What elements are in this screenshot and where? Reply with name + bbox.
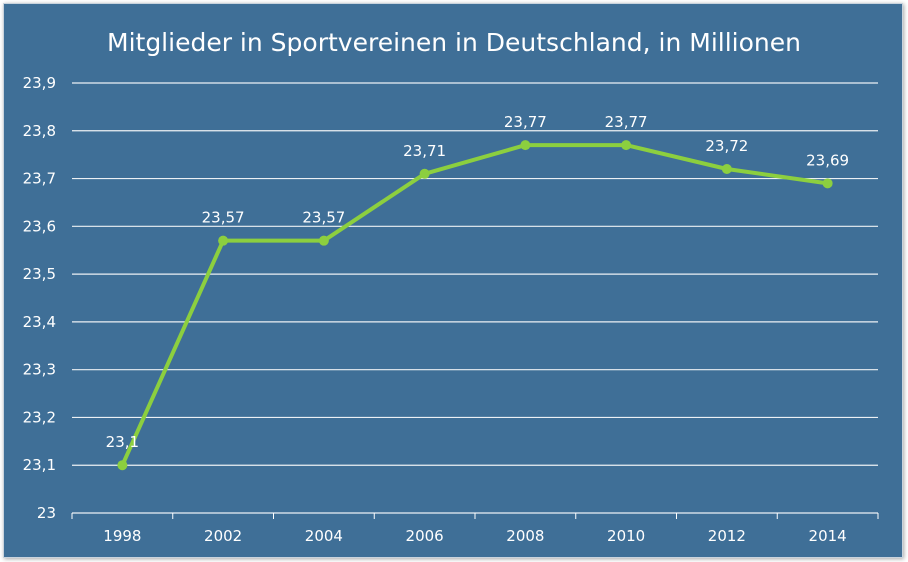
data-label: 23,57 [202,209,245,227]
y-tick-label: 23,3 [23,361,56,379]
data-label: 23,77 [504,113,547,131]
data-point [520,140,531,151]
data-point [218,235,229,246]
chart-title: Mitglieder in Sportvereinen in Deutschla… [107,28,801,57]
grid-lines [71,82,879,519]
x-tick-label: 2014 [809,527,847,545]
data-label: 23,69 [806,151,849,169]
data-point [419,168,430,179]
x-axis-ticks: 1998 2002 2004 2006 2008 2010 2012 2014 [103,527,846,545]
data-point [117,460,128,471]
y-tick-label: 23,6 [23,217,56,235]
x-tick-label: 2008 [506,527,544,545]
x-tick-label: 1998 [103,527,141,545]
x-tick-label: 2006 [406,527,444,545]
y-tick-label: 23,9 [23,74,56,92]
data-series [117,140,833,471]
y-tick-label: 23,1 [23,456,56,474]
y-tick-label: 23,5 [23,265,56,283]
y-tick-label: 23,2 [23,408,56,426]
y-axis-ticks: 23 23,1 23,2 23,3 23,4 23,5 23,6 23,7 23,8 23,9 [23,74,56,522]
series-line [120,143,830,468]
data-label: 23,77 [605,113,648,131]
y-tick-label: 23 [37,504,56,522]
data-label: 23,1 [106,433,139,451]
data-label: 23,72 [705,137,748,155]
x-tick-label: 2012 [708,527,746,545]
y-tick-label: 23,7 [23,170,56,188]
x-tick-label: 2004 [305,527,343,545]
data-label: 23,71 [403,142,446,160]
x-tick-label: 2010 [607,527,645,545]
data-point [721,164,732,174]
data-point [621,140,632,151]
data-labels: 23,1 23,57 23,57 23,71 23,77 23,77 23,72 23,69 [106,113,849,451]
data-point [822,178,833,189]
x-tick-label: 2002 [204,527,242,545]
y-tick-label: 23,8 [23,122,56,140]
y-tick-label: 23,4 [23,313,56,331]
data-point [318,235,329,246]
data-label: 23,57 [302,209,345,227]
